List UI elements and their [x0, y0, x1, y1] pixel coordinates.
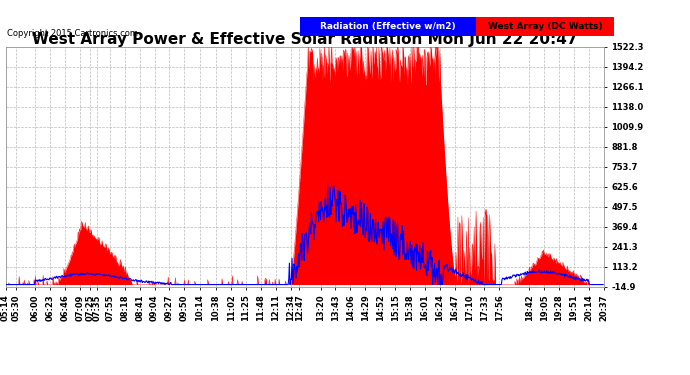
- Title: West Array Power & Effective Solar Radiation Mon Jun 22 20:47: West Array Power & Effective Solar Radia…: [32, 32, 578, 47]
- Text: Radiation (Effective w/m2): Radiation (Effective w/m2): [320, 22, 456, 31]
- Text: Copyright 2015 Cartronics.com: Copyright 2015 Cartronics.com: [7, 28, 138, 38]
- Text: West Array (DC Watts): West Array (DC Watts): [488, 22, 602, 31]
